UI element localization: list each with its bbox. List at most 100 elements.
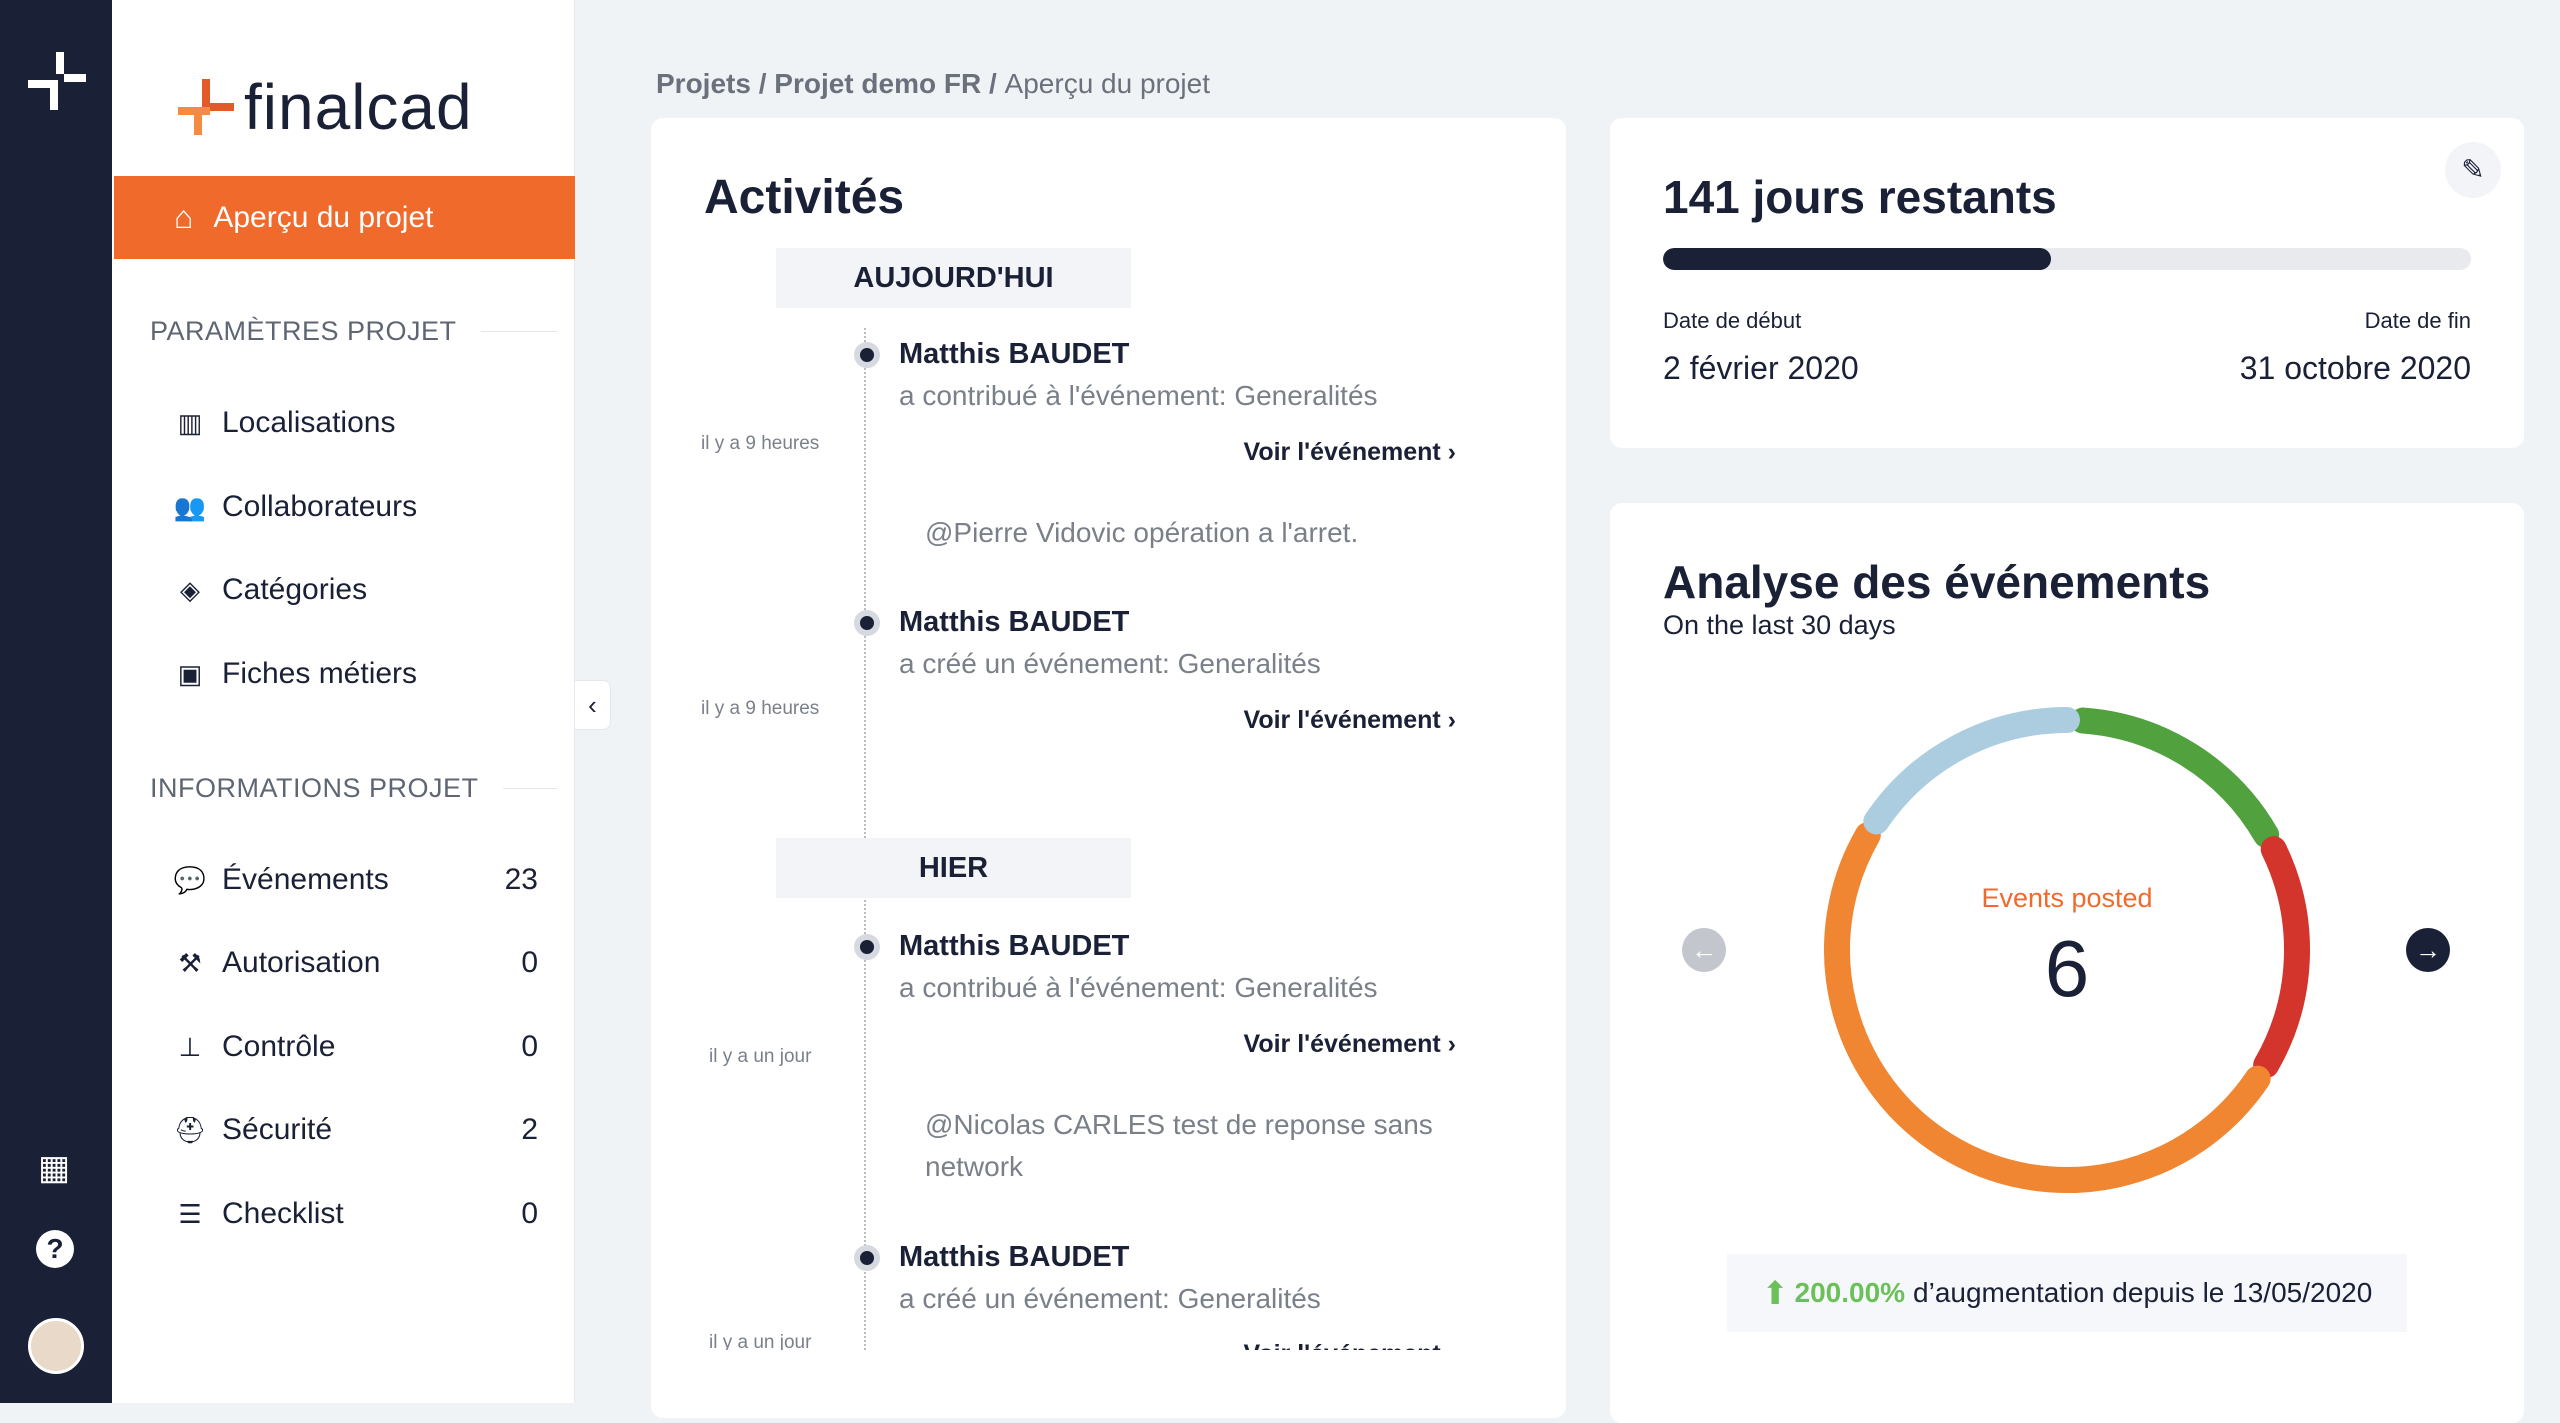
count-badge: 23: [504, 863, 538, 896]
section-header-infos: INFORMATIONS PROJET: [150, 773, 558, 804]
home-icon: ⌂: [174, 199, 194, 235]
view-event-link[interactable]: Voir l'événement ›: [1243, 706, 1457, 734]
count-badge: 0: [521, 946, 538, 979]
sidebar-item-fiches-metiers[interactable]: ▣ Fiches métiers: [172, 644, 538, 704]
brand-name: finalcad: [244, 71, 473, 143]
day-header-today: AUJOURD'HUI: [776, 248, 1131, 308]
finalcad-logo-icon: [178, 79, 234, 135]
donut-center-value: 6: [2044, 924, 2090, 1013]
sidebar-item-label: Autorisation: [222, 946, 381, 979]
sidebar-item-label: Aperçu du projet: [213, 200, 434, 234]
breadcrumb-projet[interactable]: Projet demo FR: [774, 68, 982, 99]
collapse-sidebar-button[interactable]: ‹: [575, 680, 611, 730]
start-label: Date de début: [1663, 308, 1802, 333]
worker-icon: ⛑: [173, 1114, 207, 1145]
activity-time: il y a 9 heures: [701, 433, 820, 454]
schedule-progress: [1663, 248, 2471, 270]
breadcrumb-current: Aperçu du projet: [1004, 68, 1211, 99]
edit-button[interactable]: ✎: [2445, 142, 2501, 198]
finalcad-mark-icon[interactable]: [28, 52, 86, 110]
activity-author: Matthis BAUDET: [899, 338, 1130, 370]
form-icon: ▣: [177, 658, 203, 689]
arrow-up-icon: ⬆: [1761, 1275, 1789, 1311]
analysis-card: Analyse des événements On the last 30 da…: [1610, 503, 2524, 1423]
count-badge: 2: [521, 1113, 538, 1146]
count-badge: 0: [521, 1030, 538, 1063]
sidebar-item-label: Localisations: [222, 406, 396, 439]
timeline-dot: [854, 934, 880, 960]
analysis-title: Analyse des événements: [1663, 556, 2211, 608]
sidebar-item-localisations[interactable]: ▥ Localisations: [172, 393, 538, 453]
activity-desc: a créé un événement: Generalités: [899, 648, 1321, 679]
donut-segment: [2070, 707, 2280, 848]
activity-comment: @Pierre Vidovic opération a l'arret.: [925, 517, 1359, 548]
sidebar-item-controle[interactable]: ⊥ Contrôle 0: [172, 1017, 538, 1077]
start-date: 2 février 2020: [1663, 350, 1859, 386]
scroll-clip: [651, 1350, 1566, 1418]
donut-segment: [1824, 822, 2271, 1193]
activity-desc: a contribué à l'événement: Generalités: [899, 972, 1378, 1003]
sidebar-item-label: Fiches métiers: [222, 657, 418, 690]
sidebar-item-label: Sécurité: [222, 1113, 333, 1146]
sidebar-item-label: Contrôle: [222, 1030, 336, 1063]
view-event-link[interactable]: Voir l'événement ›: [1243, 1030, 1457, 1058]
increase-percent: 200.00%: [1794, 1277, 1906, 1308]
timeline-dot: [854, 342, 880, 368]
sidebar-item-securite[interactable]: ⛑ Sécurité 2: [172, 1100, 538, 1160]
activities-title: Activités: [704, 171, 905, 224]
timeline-dot: [854, 1245, 880, 1271]
pencil-icon: ✎: [2461, 154, 2485, 185]
activity-desc: a créé un événement: Generalités: [899, 1283, 1321, 1314]
apps-grid-icon[interactable]: ▦: [38, 1149, 71, 1187]
sidebar-item-categories[interactable]: ◈ Catégories: [172, 560, 538, 620]
sidebar-item-autorisation[interactable]: ⚒ Autorisation 0: [172, 933, 538, 993]
activity-time: il y a un jour: [709, 1046, 812, 1067]
sidebar-item-checklist[interactable]: ☰ Checklist 0: [172, 1184, 538, 1244]
sidebar-item-evenements[interactable]: 💬 Événements 23: [172, 850, 538, 910]
activity-author: Matthis BAUDET: [899, 606, 1130, 638]
breadcrumb: Projets / Projet demo FR / Aperçu du pro…: [656, 68, 1211, 99]
next-arrow-button[interactable]: →: [2406, 928, 2450, 972]
sidebar-item-label: Collaborateurs: [222, 490, 418, 523]
sidebar-item-apercu[interactable]: ⌂ Aperçu du projet: [114, 176, 575, 259]
activities-card: Activités AUJOURD'HUI Matthis BAUDET a c…: [651, 118, 1566, 1418]
increase-box: ⬆ 200.00% d’augmentation depuis le 13/05…: [1727, 1254, 2407, 1332]
list-icon: ☰: [178, 1198, 202, 1229]
day-header-yesterday: HIER: [776, 838, 1131, 898]
sidebar-item-collaborateurs[interactable]: 👥 Collaborateurs: [172, 477, 538, 537]
app-rail: ▦ ?: [0, 0, 112, 1403]
sidebar: finalcad ⌂ Aperçu du projet PARAMÈTRES P…: [112, 0, 575, 1403]
hammer-icon: ⚒: [178, 947, 202, 978]
stamp-icon: ⊥: [178, 1031, 202, 1062]
donut-center-label: Events posted: [1981, 883, 2153, 913]
events-donut-chart: [1824, 707, 2310, 1193]
layers-icon: ◈: [180, 574, 200, 605]
sidebar-item-label: Checklist: [222, 1197, 344, 1230]
view-event-link[interactable]: Voir l'événement ›: [1243, 438, 1457, 466]
sidebar-item-label: Événements: [222, 863, 389, 896]
end-label: Date de fin: [2364, 308, 2471, 333]
end-date: 31 octobre 2020: [2239, 350, 2471, 386]
activity-time: il y a 9 heures: [701, 698, 820, 719]
timeline-dot: [854, 610, 880, 636]
schedule-card: 141 jours restants ✎ Date de début Date …: [1610, 118, 2524, 448]
sidebar-item-label: Catégories: [222, 573, 368, 606]
activity-time: il y a un jour: [709, 1332, 812, 1353]
progress-fill: [1663, 248, 2051, 270]
donut-segment: [1863, 707, 2080, 835]
chat-icon: 💬: [173, 864, 207, 895]
avatar[interactable]: [28, 1318, 84, 1374]
section-header-params: PARAMÈTRES PROJET: [150, 316, 558, 347]
breadcrumb-projets[interactable]: Projets: [656, 68, 751, 99]
days-remaining: 141 jours restants: [1663, 171, 2057, 223]
increase-text: d’augmentation depuis le 13/05/2020: [1913, 1277, 2373, 1308]
activity-comment: @Nicolas CARLES test de reponse sans net…: [925, 1109, 1433, 1182]
activity-author: Matthis BAUDET: [899, 930, 1130, 962]
activity-desc: a contribué à l'événement: Generalités: [899, 380, 1378, 411]
activity-author: Matthis BAUDET: [899, 1241, 1130, 1273]
prev-arrow-button[interactable]: ←: [1682, 928, 1726, 972]
users-icon: 👥: [173, 491, 207, 522]
logo: finalcad: [178, 70, 473, 144]
donut-segment: [2253, 836, 2310, 1078]
help-icon[interactable]: ?: [36, 1230, 74, 1268]
